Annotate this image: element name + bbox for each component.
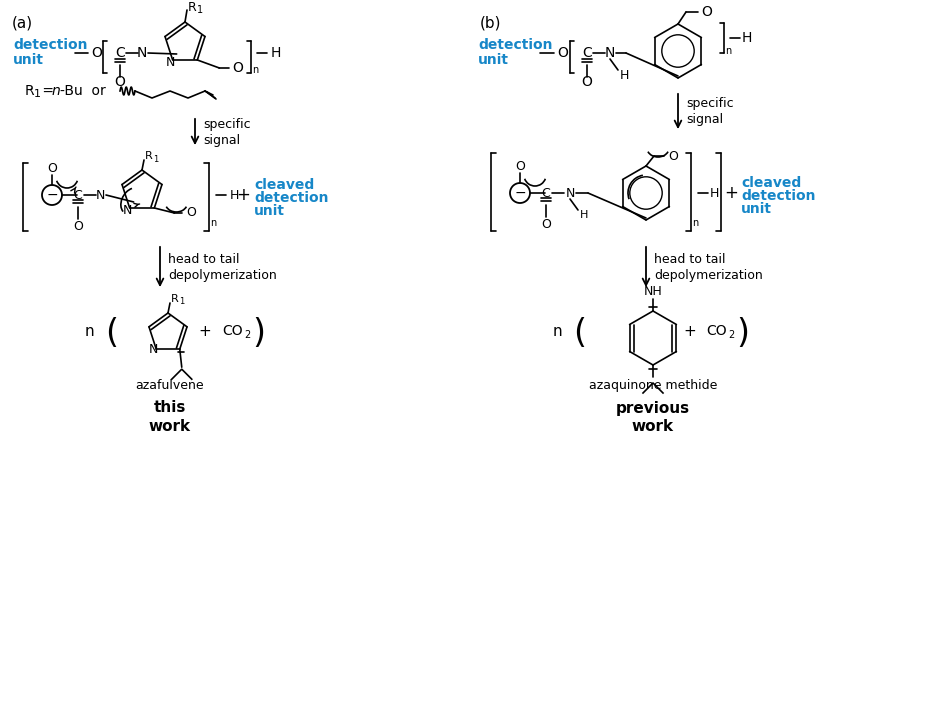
Text: detection: detection [13,38,87,52]
Text: unit: unit [478,53,509,67]
Text: n: n [52,84,61,98]
Text: H: H [742,31,753,45]
Text: unit: unit [13,53,44,67]
Text: n: n [211,218,216,228]
Text: cleaved: cleaved [741,176,801,190]
Text: 2: 2 [244,330,250,340]
Text: O: O [91,46,102,60]
Text: ): ) [252,316,265,349]
Text: (: ( [573,316,586,349]
Text: R: R [25,84,35,98]
Text: (b): (b) [480,15,502,30]
Text: H: H [229,188,239,202]
Text: signal: signal [203,134,241,146]
Text: O: O [581,75,592,89]
Text: N: N [166,56,175,70]
Text: head to tail: head to tail [654,252,725,266]
Text: O: O [701,5,712,19]
Text: +: + [198,323,212,339]
Text: O: O [541,217,551,231]
Text: C: C [115,46,124,60]
Text: previous: previous [616,401,690,415]
Text: C: C [582,46,592,60]
Text: work: work [632,418,674,434]
Text: N: N [95,188,105,202]
Text: H: H [580,210,589,220]
Text: O: O [515,160,525,172]
Text: O: O [186,207,197,219]
Text: +: + [683,323,696,339]
Text: cleaved: cleaved [255,178,314,192]
Text: N: N [123,205,132,217]
Text: (a): (a) [12,15,33,30]
Text: ): ) [736,316,749,349]
Text: O: O [668,150,678,162]
Text: this: this [154,401,186,415]
Text: +: + [237,186,250,204]
Text: O: O [232,61,243,75]
Text: depolymerization: depolymerization [168,269,277,281]
Text: unit: unit [741,202,772,216]
Text: 1: 1 [153,155,158,164]
Text: depolymerization: depolymerization [654,269,763,281]
Text: CO: CO [706,324,726,338]
Text: −: − [514,186,526,200]
Text: detection: detection [478,38,552,52]
Text: n: n [553,323,563,339]
Text: (: ( [105,316,118,349]
Text: head to tail: head to tail [168,252,240,266]
Text: O: O [73,219,83,233]
Text: azafulvene: azafulvene [136,378,204,392]
Text: O: O [114,75,125,89]
Text: specific: specific [686,97,734,110]
Text: O: O [47,162,57,174]
Text: 1: 1 [197,5,203,15]
Text: specific: specific [203,117,251,131]
Text: +: + [724,184,738,202]
Text: C: C [74,188,82,202]
Text: N: N [565,186,575,200]
Text: n: n [725,46,731,56]
Text: C: C [542,186,550,200]
Text: unit: unit [255,204,285,218]
Text: 1: 1 [179,297,184,307]
Text: n: n [85,323,95,339]
Text: work: work [149,418,191,434]
Text: =: = [38,84,54,98]
Text: azaquinone methide: azaquinone methide [589,378,717,392]
Text: N: N [137,46,147,60]
Text: CO: CO [222,324,242,338]
Text: N: N [149,342,158,356]
Text: R: R [188,1,197,13]
Text: H: H [271,46,281,60]
Text: 2: 2 [728,330,734,340]
Text: H: H [710,186,720,200]
Text: −: − [46,188,58,202]
Text: n: n [253,65,258,75]
Text: R: R [171,294,179,304]
Text: O: O [557,46,568,60]
Text: R: R [145,151,153,161]
Text: -Bu  or: -Bu or [60,84,106,98]
Text: N: N [605,46,615,60]
Text: detection: detection [255,191,329,205]
Text: 1: 1 [34,89,41,99]
Text: H: H [620,68,629,82]
Text: detection: detection [741,189,815,203]
Text: signal: signal [686,113,724,126]
Text: n: n [692,218,698,228]
Text: NH: NH [644,285,663,297]
